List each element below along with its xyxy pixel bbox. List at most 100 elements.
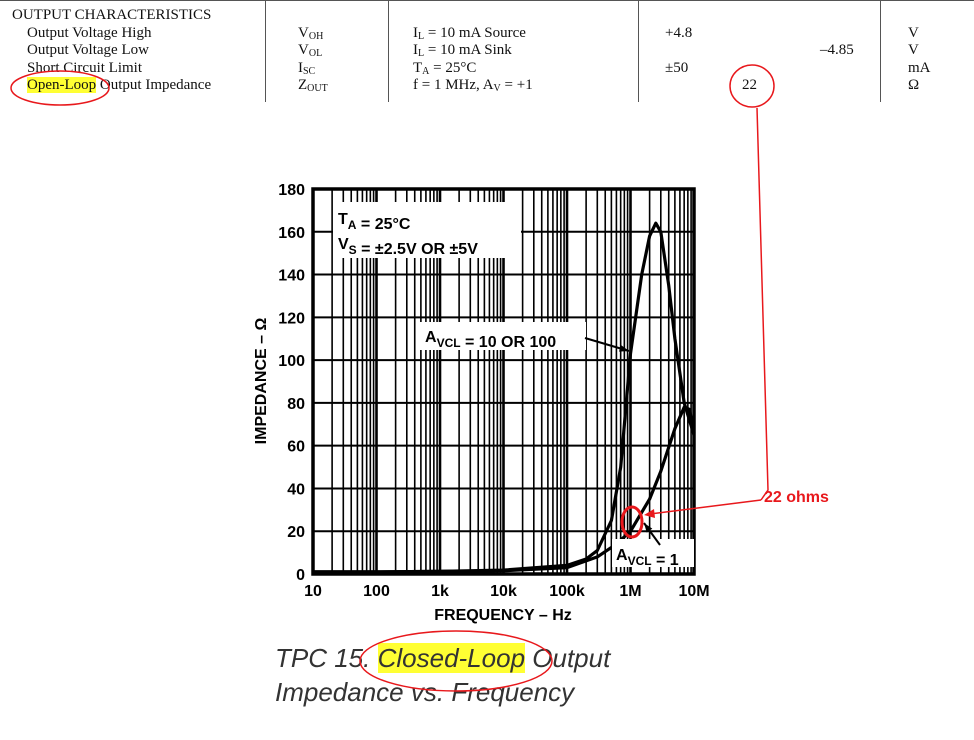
y-tick-label: 160 [278,225,305,242]
table-min: ±50 [665,60,689,76]
markup-ellipse [10,70,110,106]
table-top-rule [0,0,974,1]
x-tick-label: 100 [363,583,390,600]
highlight: Open-Loop [27,77,97,93]
y-tick-label: 40 [287,481,305,498]
text-run: I [298,60,303,76]
y-axis-label: IMPEDANCE – Ω [253,318,270,445]
column-rule [388,0,389,102]
table-units: V [908,42,919,58]
markup-line [649,499,762,515]
y-tick-label: 0 [296,567,305,584]
text-run: A [616,547,628,564]
x-axis-label: FREQUENCY – Hz [434,607,572,624]
table-parameter: Output Voltage Low [27,42,149,59]
y-tick-label: 120 [278,310,305,327]
table-conditions: f = 1 MHz, AV = +1 [413,77,533,94]
subscript: A [348,218,357,232]
text-run: Z [298,77,308,93]
subscript: SC [303,66,316,77]
x-tick-label: 1k [431,583,449,600]
plot-frame [311,187,696,576]
x-tick-label: 10M [678,583,709,600]
text-run: Short Circuit Limit [27,60,142,76]
table-min: +4.8 [665,25,693,41]
text-run: = 10 mA Sink [424,42,512,58]
markup-ellipse [359,630,553,692]
text-run: Output [525,643,611,673]
table-parameter: Short Circuit Limit [27,60,142,77]
table-typ: 22 [742,77,757,93]
condition-text: VS = ±2.5V OR ±5V [338,236,478,258]
table-units: mA [908,60,931,76]
subscript: S [349,243,357,257]
x-tick-label: 10 [304,583,322,600]
text-run: TPC 15. [275,643,378,673]
text-run: A [425,329,437,346]
text-run: I [413,42,418,58]
table-symbol: ISC [298,60,315,77]
table-symbol: VOL [298,42,322,59]
text-run: = 10 mA Source [424,25,526,41]
label-box [420,322,586,350]
text-run: V [298,25,309,41]
table-max: –4.85 [820,42,854,58]
text-run: = 10 OR 100 [461,334,557,351]
markup-line [756,107,769,501]
text-run: f = 1 MHz, A [413,77,494,93]
column-rule [638,0,639,102]
y-tick-label: 80 [287,396,305,413]
text-run: Output Voltage High [27,25,152,41]
subscript: L [418,48,425,59]
text-run: Output Voltage Low [27,42,149,58]
text-run: = 25°C [356,216,410,233]
curve [313,405,696,574]
text-run: I [413,25,418,41]
text-run: V [298,42,309,58]
y-tick-label: 100 [278,353,305,370]
x-tick-label: 1M [619,583,641,600]
subscript: VCL [437,336,461,350]
table-parameter: Open-Loop Output Impedance [27,77,211,94]
subscript: V [493,83,501,94]
subscript: L [418,31,425,42]
x-tick-label: 100k [549,583,585,600]
text-run: T [338,211,348,228]
table-conditions: IL = 10 mA Source [413,25,526,42]
caption-line: TPC 15. Closed-Loop Output [275,643,610,674]
subscript: VCL [628,554,652,568]
column-rule [880,0,881,102]
x-tick-label: 10k [490,583,517,600]
label-box [612,539,694,567]
markup-ellipse [729,64,775,108]
section-heading: OUTPUT CHARACTERISTICS [12,7,212,23]
table-units: Ω [908,77,920,93]
text-run: V [338,236,349,253]
condition-box [333,202,521,258]
series-label: AVCL = 10 OR 100 [425,329,556,351]
table-conditions: IL = 10 mA Sink [413,42,512,59]
text-run: = 25°C [429,60,477,76]
column-rule [265,0,266,102]
subscript: OH [308,31,324,42]
y-tick-label: 60 [287,439,305,456]
highlight: Closed-Loop [377,643,526,673]
markup-ellipse [620,505,644,539]
subscript: A [422,66,430,77]
subscript: OL [308,48,323,59]
text-run: = +1 [500,77,533,93]
table-parameter: Output Voltage High [27,25,151,42]
text-run: T [413,60,423,76]
text-run: = 1 [652,552,679,569]
arrow-head [619,345,629,352]
y-tick-label: 180 [278,182,305,199]
subscript: OUT [307,83,328,94]
table-symbol: VOH [298,25,323,42]
arrow-head [644,523,653,533]
text-run: Output Impedance [96,77,212,93]
annotation: 22 ohms [764,489,829,506]
y-tick-label: 20 [287,524,305,541]
table-units: V [908,25,919,41]
